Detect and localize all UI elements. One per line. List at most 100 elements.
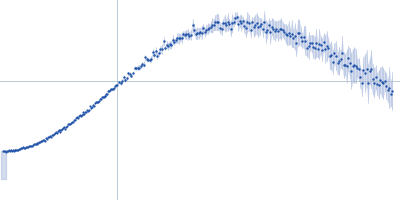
Point [284,34,290,37]
Point [357,75,364,78]
Point [170,38,176,41]
Point [224,21,231,24]
Point [89,105,95,109]
Point [114,83,120,87]
Point [145,58,152,61]
Point [133,67,139,70]
Point [186,34,193,37]
Point [25,145,31,148]
Point [86,108,92,111]
Point [370,77,376,81]
Point [286,32,292,35]
Point [17,148,24,151]
Point [57,129,64,132]
Point [198,31,205,34]
Point [200,26,206,29]
Point [316,42,322,46]
Point [47,135,53,138]
Point [299,39,306,42]
Point [346,61,353,64]
Point [301,35,307,39]
Point [217,27,223,30]
Point [71,119,77,122]
Point [26,144,32,148]
Point [163,43,170,46]
Point [18,146,24,150]
Point [139,62,145,66]
Point [100,95,106,98]
Point [98,97,104,101]
Point [281,30,287,33]
Point [196,32,202,35]
Point [58,128,65,131]
Point [345,57,351,60]
Point [276,27,283,31]
Point [73,116,79,119]
Point [34,141,41,145]
Point [252,23,258,27]
Point [377,78,384,82]
Point [21,147,27,150]
Point [273,27,280,31]
Point [168,43,174,47]
Point [302,39,309,42]
Point [55,128,62,132]
Point [3,150,9,153]
Point [20,145,26,148]
Point [14,148,20,151]
Point [180,32,186,35]
Point [48,135,54,138]
Point [153,49,159,52]
Point [365,82,371,85]
Point [249,21,255,24]
Point [295,31,301,34]
Point [33,142,40,145]
Point [267,31,274,34]
Point [16,147,22,150]
Point [92,102,98,105]
Point [243,27,249,30]
Point [313,42,319,45]
Point [246,21,252,24]
Point [333,54,339,57]
Point [388,92,394,95]
Point [13,148,20,151]
Point [160,39,167,43]
Point [8,149,15,153]
Point [202,31,208,34]
Point [76,115,82,118]
Point [150,50,156,54]
Point [81,112,88,115]
Point [314,47,321,51]
Point [331,52,338,55]
Point [262,30,269,33]
Point [108,88,114,91]
Point [307,41,313,44]
Point [8,148,14,151]
Point [136,66,142,69]
Point [229,21,235,25]
Point [46,136,52,139]
Point [28,144,34,147]
Point [380,82,386,85]
Point [107,88,114,91]
Point [159,48,165,51]
Point [330,61,336,64]
Point [320,40,327,43]
Point [240,20,246,23]
Point [176,37,182,40]
Point [258,22,264,25]
Point [389,90,396,93]
Point [215,21,222,24]
Point [28,145,35,148]
Point [197,30,203,34]
Point [70,120,76,123]
Point [74,116,80,119]
Point [121,76,127,79]
Point [228,27,234,30]
Point [154,54,161,58]
Point [140,63,147,67]
Point [148,57,154,61]
Point [255,25,261,28]
Point [165,45,171,48]
